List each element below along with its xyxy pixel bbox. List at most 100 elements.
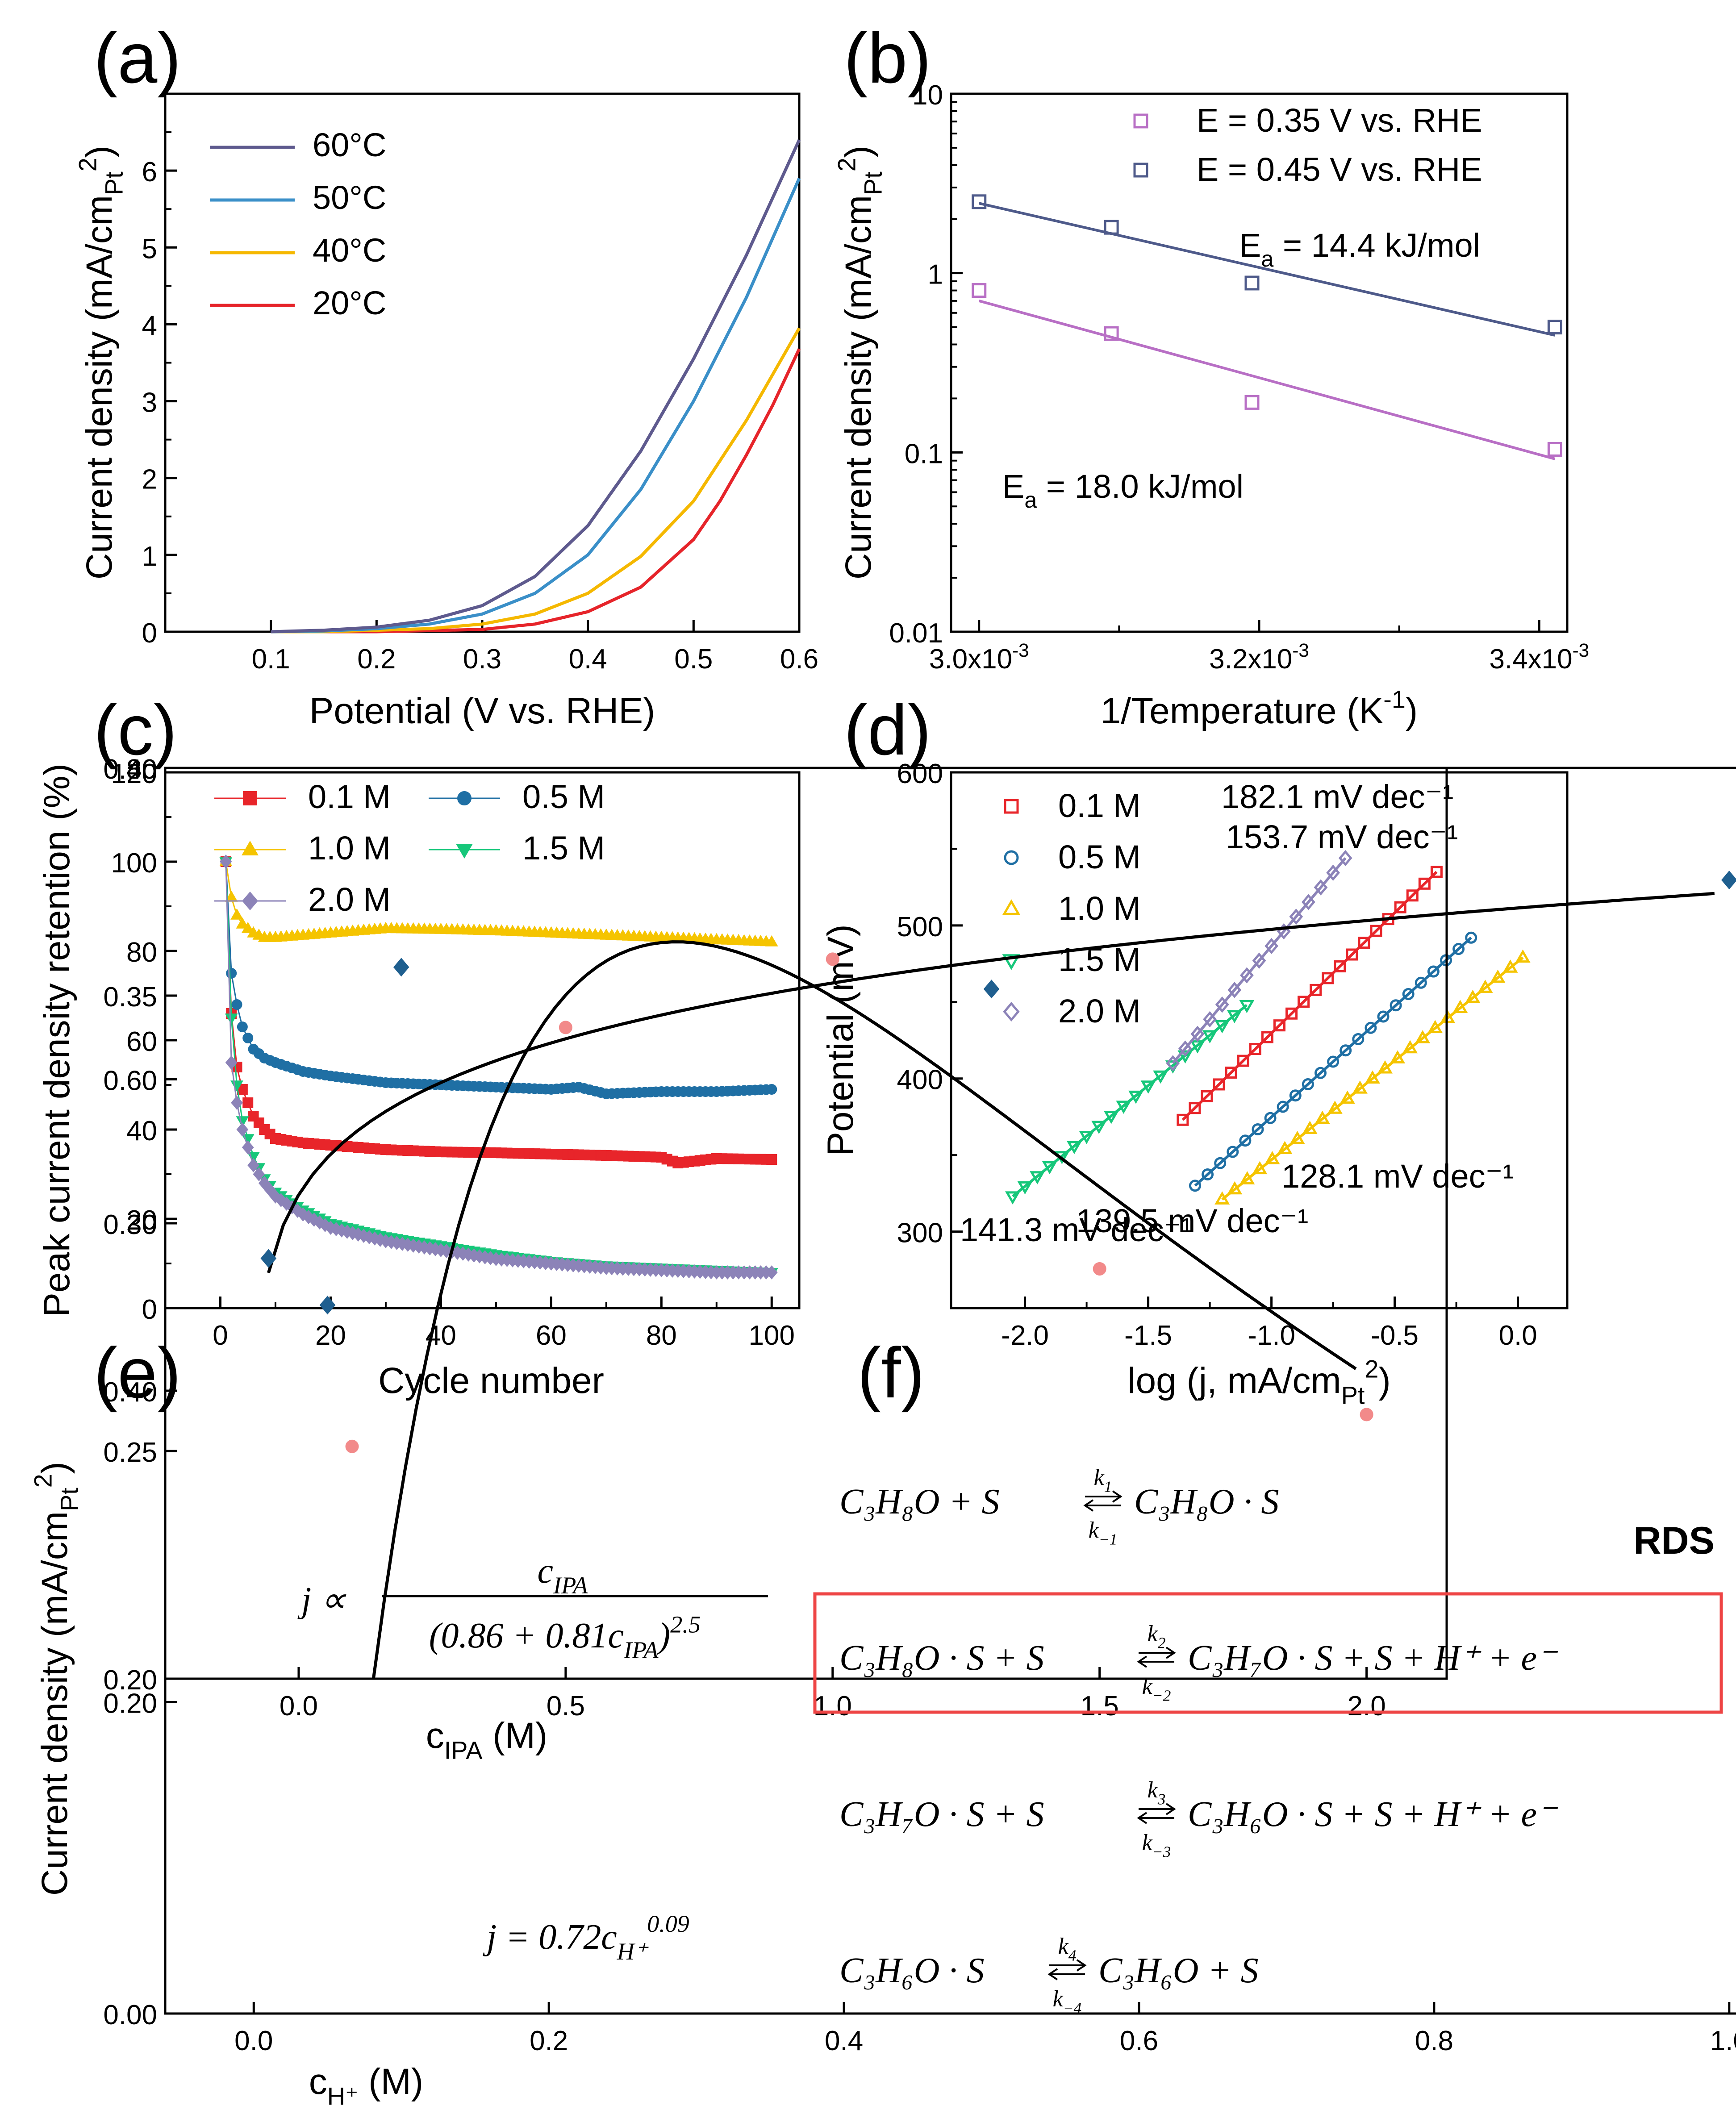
data-point — [1227, 1010, 1242, 1023]
forward-arrowhead — [1165, 1647, 1176, 1659]
forward-arrowhead — [1076, 1959, 1087, 1972]
data-point — [1377, 1010, 1390, 1023]
fit-curve — [267, 892, 1715, 1274]
data-point — [1214, 1157, 1227, 1169]
y-tick-label: 60 — [126, 1026, 157, 1057]
rate-constant-backward: k−3 — [1142, 1830, 1171, 1861]
data-point — [1360, 1408, 1373, 1422]
legend-label: 50°C — [313, 179, 386, 216]
data-point — [1201, 1090, 1213, 1102]
fit-line — [1221, 956, 1524, 1201]
reaction-left: C₃H₆O · S — [839, 1951, 985, 1990]
y-tick-label: 120 — [111, 759, 157, 789]
annotation: Ea = 18.0 kJ/mol — [1002, 468, 1244, 513]
data-point — [1415, 976, 1427, 989]
x-tick-label: 3.2x10-3 — [1209, 640, 1309, 675]
data-point — [1502, 959, 1518, 973]
data-point — [1352, 1080, 1368, 1094]
data-point — [1477, 980, 1493, 993]
data-point — [1402, 1040, 1418, 1054]
data-point — [1465, 931, 1477, 944]
data-point — [1079, 1131, 1094, 1144]
data-point — [826, 952, 839, 966]
y-tick-label: 400 — [897, 1065, 943, 1096]
legend-marker — [242, 840, 259, 855]
data-point — [1302, 1078, 1314, 1090]
data-point — [1177, 1050, 1193, 1064]
data-point — [1091, 1121, 1107, 1134]
data-point — [1203, 1011, 1217, 1028]
data-point — [1189, 1102, 1201, 1114]
y-tick-label: 3 — [142, 388, 157, 418]
x-tick-label: 0 — [213, 1320, 228, 1351]
y-tick-label: 1 — [928, 259, 943, 290]
data-point — [1189, 1180, 1201, 1192]
data-point — [1327, 1101, 1343, 1114]
data-point — [236, 1122, 249, 1137]
data-point — [972, 194, 987, 209]
annotation: Ea = 14.4 kJ/mol — [1239, 227, 1480, 271]
x-tick-label: 0.6 — [1120, 2026, 1158, 2056]
legend-label: E = 0.35 V vs. RHE — [1197, 102, 1482, 139]
data-point — [1153, 1070, 1168, 1084]
data-point — [1140, 1080, 1156, 1094]
x-tick-label: 0.3 — [463, 644, 501, 675]
data-point — [1490, 969, 1506, 983]
data-point — [1249, 1043, 1261, 1055]
data-point — [1093, 1262, 1106, 1276]
data-point — [1239, 1000, 1255, 1013]
panel-e-bottom: 0.00.20.40.60.81.00.000.200.400.600.80j … — [29, 754, 1736, 2110]
fit-line — [978, 299, 1556, 460]
x-axis-label: Cycle number — [378, 1360, 604, 1401]
legend-label: 0.5 M — [522, 778, 605, 815]
y-tick-label: 300 — [897, 1218, 943, 1249]
data-point — [1227, 1181, 1243, 1195]
rate-constant-forward: k1 — [1094, 1465, 1112, 1496]
data-point — [1227, 982, 1242, 998]
plot-frame — [950, 771, 1569, 1309]
y-tick-label: 100 — [111, 848, 157, 879]
data-point — [1515, 949, 1531, 963]
y-tick-label: 0 — [142, 618, 157, 649]
slope-annotation: 139.5 mV dec⁻¹ — [1076, 1202, 1308, 1239]
data-point — [1352, 1033, 1365, 1046]
panel-label-c: (c) — [94, 690, 177, 770]
panel-label-b: (b) — [844, 18, 931, 98]
reaction-right: C₃H₆O + S — [1098, 1951, 1259, 1990]
data-point — [1264, 938, 1278, 955]
data-point — [1327, 1055, 1340, 1068]
y-tick-label: 0.40 — [103, 1377, 157, 1408]
y-axis-label: Current density (mA/cmPt2) — [833, 146, 887, 580]
data-point — [1406, 889, 1419, 902]
data-point — [1017, 1181, 1033, 1195]
legend-marker — [456, 844, 473, 859]
legend-label: 40°C — [313, 232, 386, 269]
y-tick-label: 0.1 — [905, 438, 943, 469]
y-tick-label: 80 — [126, 937, 157, 968]
y-tick-label: 6 — [142, 157, 157, 188]
legend-label: 1.0 M — [308, 830, 391, 867]
x-tick-label: -0.5 — [1371, 1320, 1419, 1351]
legend-marker — [1133, 113, 1148, 129]
legend-label: 60°C — [313, 126, 386, 163]
data-point — [765, 1265, 778, 1280]
data-point — [1128, 1090, 1143, 1104]
data-point — [1427, 965, 1440, 978]
x-tick-label: 80 — [646, 1320, 677, 1351]
x-axis-label: Potential (V vs. RHE) — [309, 691, 655, 731]
rate-constant-backward: k−1 — [1089, 1518, 1118, 1548]
x-tick-label: 100 — [749, 1320, 795, 1351]
panel-f: RDS C₃H₈O + S k1 k−1 C₃H₈O · S C₃H₈O · S + S k… — [813, 1465, 1723, 2017]
data-point — [1277, 1101, 1289, 1113]
x-tick-label: 0.0 — [1498, 1320, 1537, 1351]
data-point — [1116, 1101, 1131, 1114]
x-tick-label: 0.0 — [280, 1691, 318, 1722]
y-tick-label: 40 — [126, 1116, 157, 1147]
y-axis-label: Peak current density retention (%) — [37, 763, 77, 1317]
panel-label-a: (a) — [94, 18, 181, 98]
fit-line — [1181, 871, 1438, 1121]
legend-marker — [1002, 899, 1021, 915]
rds-highlight-box — [813, 1592, 1723, 1714]
data-point — [1214, 1191, 1230, 1205]
